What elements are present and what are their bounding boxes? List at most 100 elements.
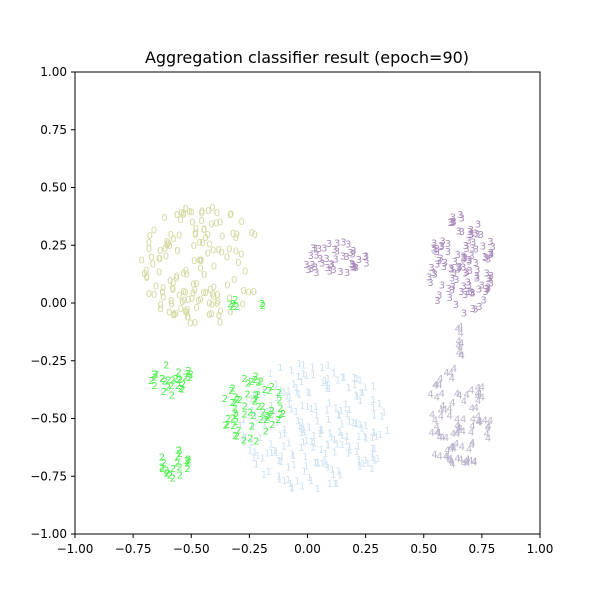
data-point-class-2: 2: [268, 409, 274, 420]
data-point-class-1: 1: [293, 407, 299, 418]
data-point-class-3: 3: [486, 273, 492, 284]
data-point-class-2: 2: [260, 301, 266, 312]
data-point-class-2: 2: [188, 369, 194, 380]
data-point-class-2: 2: [175, 375, 181, 386]
data-point-class-2: 2: [262, 385, 268, 396]
data-point-class-4: 4: [475, 396, 481, 407]
data-point-class-0: 0: [164, 241, 170, 252]
data-point-class-3: 3: [464, 287, 470, 298]
data-point-class-0: 0: [206, 240, 212, 251]
data-point-class-2: 2: [269, 382, 275, 393]
data-point-class-1: 1: [353, 390, 359, 401]
data-point-class-1: 1: [294, 383, 300, 394]
data-point-class-1: 1: [359, 423, 365, 434]
data-point-class-2: 2: [184, 464, 190, 475]
data-point-class-1: 1: [353, 419, 359, 430]
data-point-class-1: 1: [320, 378, 326, 389]
data-point-class-3: 3: [340, 238, 346, 249]
data-point-class-3: 3: [303, 260, 309, 271]
data-point-class-1: 1: [281, 425, 287, 436]
data-point-class-1: 1: [300, 437, 306, 448]
data-point-class-1: 1: [337, 427, 343, 438]
data-point-class-2: 2: [252, 394, 258, 405]
data-point-class-3: 3: [326, 239, 332, 250]
data-point-class-1: 1: [357, 376, 363, 387]
data-point-class-2: 2: [177, 463, 183, 474]
data-point-class-1: 1: [339, 440, 345, 451]
data-point-class-2: 2: [235, 426, 241, 437]
data-point-class-3: 3: [466, 256, 472, 267]
data-point-class-1: 1: [276, 388, 282, 399]
data-point-class-1: 1: [334, 440, 340, 451]
data-point-class-1: 1: [270, 406, 276, 417]
data-point-class-0: 0: [206, 310, 212, 321]
data-point-class-4: 4: [438, 412, 444, 423]
data-point-class-3: 3: [474, 273, 480, 284]
data-point-class-4: 4: [458, 328, 464, 339]
data-point-class-2: 2: [225, 414, 231, 425]
data-point-class-2: 2: [153, 369, 159, 380]
data-point-class-4: 4: [429, 410, 435, 421]
data-point-class-4: 4: [429, 428, 435, 439]
data-point-class-0: 0: [157, 246, 163, 257]
data-point-class-4: 4: [483, 429, 489, 440]
data-point-class-0: 0: [173, 274, 179, 285]
data-point-class-0: 0: [198, 216, 204, 227]
data-point-class-3: 3: [485, 282, 491, 293]
data-point-class-4: 4: [475, 412, 481, 423]
data-point-class-0: 0: [208, 309, 214, 320]
data-point-class-0: 0: [197, 264, 203, 275]
data-point-class-3: 3: [472, 258, 478, 269]
data-point-class-0: 0: [193, 279, 199, 290]
data-point-class-2: 2: [151, 381, 157, 392]
data-point-class-4: 4: [485, 421, 491, 432]
data-point-class-4: 4: [460, 427, 466, 438]
data-point-class-4: 4: [434, 393, 440, 404]
y-tick-label: 0.75: [40, 123, 67, 137]
data-point-class-3: 3: [485, 274, 491, 285]
data-point-class-3: 3: [434, 296, 440, 307]
data-point-class-3: 3: [313, 268, 319, 279]
data-point-class-1: 1: [252, 413, 258, 424]
data-point-class-3: 3: [446, 284, 452, 295]
data-point-class-1: 1: [286, 387, 292, 398]
data-point-class-0: 0: [178, 208, 184, 219]
data-point-class-1: 1: [303, 436, 309, 447]
data-point-class-1: 1: [353, 447, 359, 458]
data-point-class-2: 2: [228, 386, 234, 397]
data-point-class-0: 0: [167, 276, 173, 287]
data-point-class-2: 2: [159, 463, 165, 474]
data-point-class-2: 2: [180, 380, 186, 391]
data-point-class-1: 1: [237, 420, 243, 431]
data-point-class-4: 4: [437, 374, 443, 385]
data-point-class-4: 4: [449, 373, 455, 384]
data-point-class-2: 2: [229, 302, 235, 313]
data-point-class-1: 1: [370, 382, 376, 393]
data-point-class-1: 1: [248, 421, 254, 432]
data-point-class-1: 1: [274, 418, 280, 429]
data-point-class-3: 3: [489, 242, 495, 253]
data-point-class-3: 3: [316, 244, 322, 255]
data-point-class-3: 3: [450, 218, 456, 229]
data-point-class-4: 4: [435, 428, 441, 439]
data-point-class-0: 0: [147, 231, 153, 242]
data-point-class-0: 0: [209, 300, 215, 311]
data-point-class-1: 1: [281, 476, 287, 487]
data-point-class-2: 2: [245, 379, 251, 390]
data-point-class-3: 3: [472, 304, 478, 315]
data-point-class-1: 1: [325, 415, 331, 426]
data-point-class-1: 1: [264, 449, 270, 460]
data-point-class-0: 0: [217, 317, 223, 328]
data-point-class-1: 1: [327, 479, 333, 490]
data-point-class-1: 1: [311, 438, 317, 449]
data-point-class-0: 0: [188, 207, 194, 218]
data-point-class-1: 1: [331, 448, 337, 459]
data-point-class-3: 3: [457, 210, 463, 221]
data-point-class-1: 1: [331, 435, 337, 446]
data-point-class-1: 1: [351, 373, 357, 384]
data-point-class-0: 0: [157, 300, 163, 311]
data-point-class-2: 2: [165, 469, 171, 480]
data-point-class-4: 4: [456, 391, 462, 402]
data-point-class-0: 0: [174, 210, 180, 221]
data-point-class-0: 0: [197, 295, 203, 306]
